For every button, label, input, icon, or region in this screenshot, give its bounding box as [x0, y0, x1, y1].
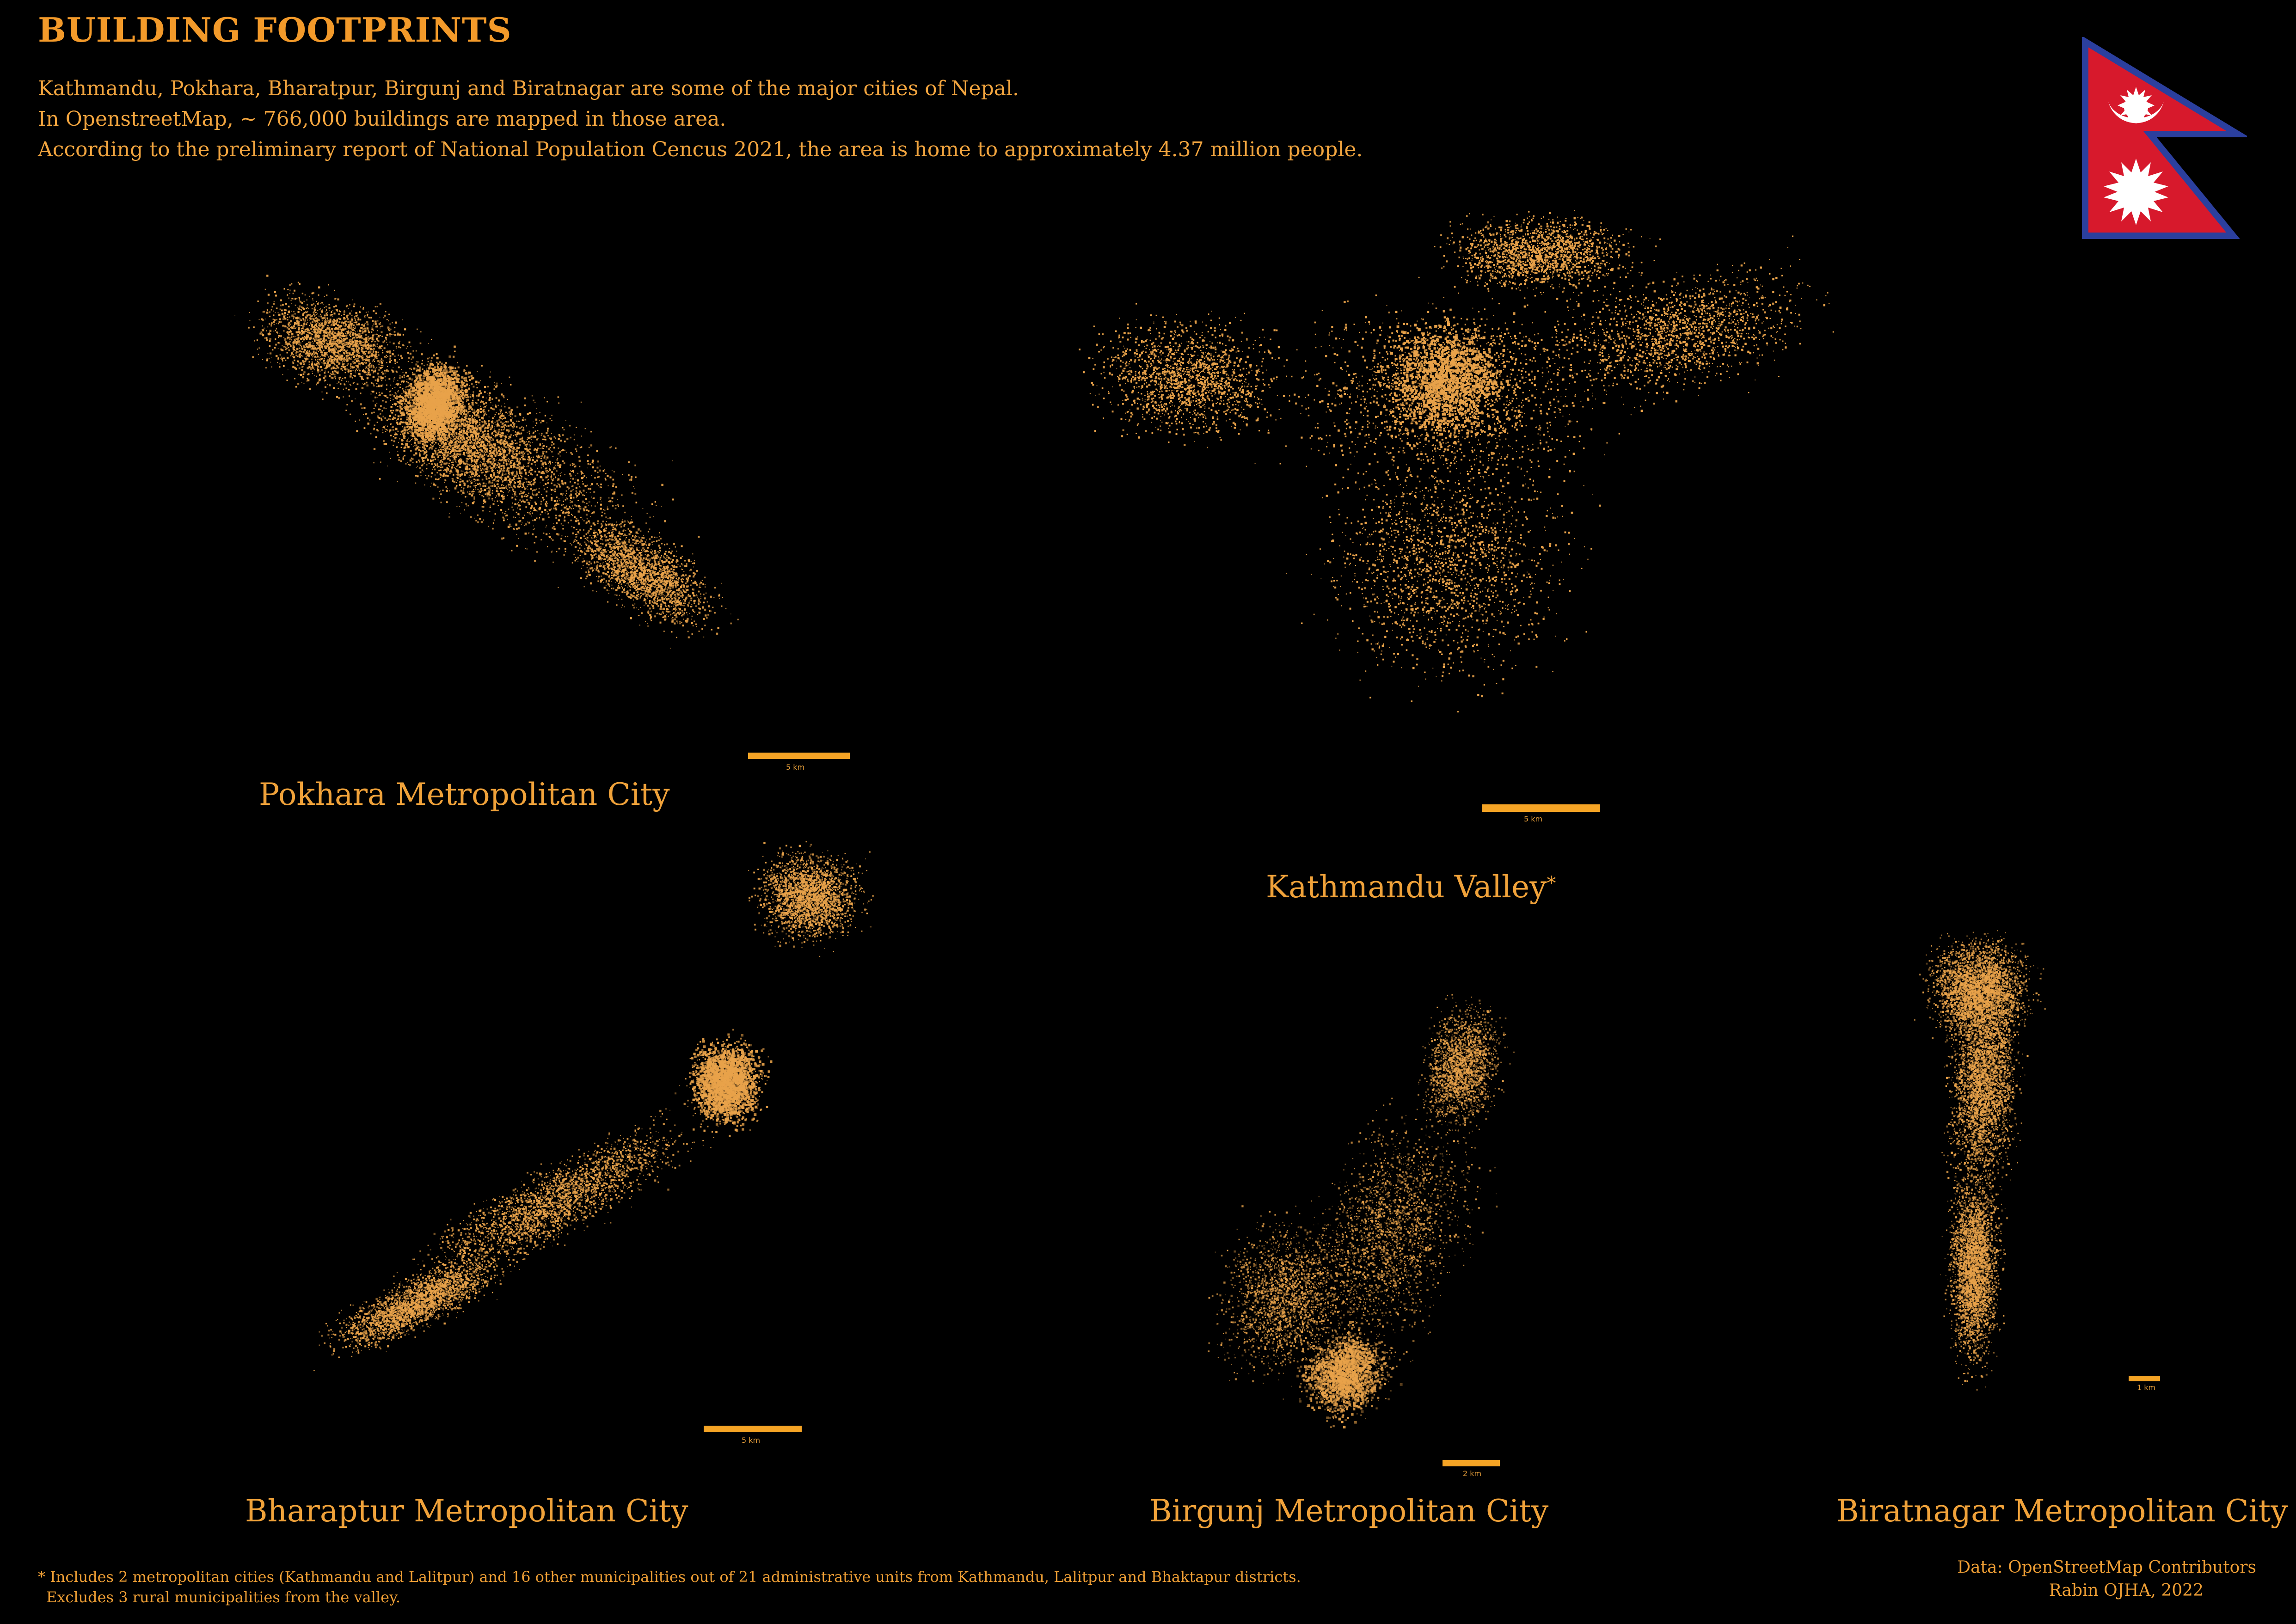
kathmandu-label-asterisk: * — [1547, 873, 1556, 894]
bharatpur-scale-label: 5 km — [742, 1436, 760, 1445]
nepal-flag-icon — [2081, 37, 2247, 240]
bharatpur-footprint-map — [185, 841, 925, 1433]
map-title: BUILDING FOOTPRINTS — [38, 10, 512, 49]
intro-line-1: Kathmandu, Pokhara, Bharatpur, Birgunj a… — [38, 77, 1019, 100]
bharatpur-scale-bar — [704, 1426, 802, 1432]
birgunj-label: Birgunj Metropolitan City — [1149, 1493, 1548, 1529]
footnote-line-2: Excludes 3 rural municipalities from the… — [46, 1588, 400, 1606]
birgunj-scale-bar — [1443, 1460, 1500, 1466]
biratnagar-footprint-map — [1868, 897, 2108, 1479]
author-credit: Rabin OJHA, 2022 — [2049, 1581, 2204, 1600]
kathmandu-scale-bar — [1482, 804, 1600, 812]
kathmandu-label: Kathmandu Valley* — [1266, 869, 1556, 905]
kathmandu-scale-label: 5 km — [1524, 815, 1542, 823]
biratnagar-scale-label: 1 km — [2137, 1383, 2155, 1392]
kathmandu-label-text: Kathmandu Valley — [1266, 869, 1547, 905]
intro-line-2: In OpenstreetMap, ~ 766,000 buildings ar… — [38, 107, 726, 131]
biratnagar-label: Biratnagar Metropolitan City — [1836, 1493, 2288, 1529]
footnote-line-1: * Includes 2 metropolitan cities (Kathma… — [38, 1568, 1301, 1586]
pokhara-scale-label: 5 km — [786, 763, 804, 772]
intro-line-3: According to the preliminary report of N… — [38, 138, 1363, 161]
pokhara-footprint-map — [157, 203, 823, 740]
kathmandu-footprint-map — [1031, 185, 1909, 823]
data-credit: Data: OpenStreetMap Contributors — [1957, 1558, 2256, 1577]
pokhara-label: Pokhara Metropolitan City — [259, 777, 670, 812]
birgunj-footprint-map — [1184, 948, 1600, 1484]
pokhara-scale-bar — [748, 753, 850, 759]
biratnagar-scale-bar — [2129, 1376, 2160, 1381]
bharatpur-label: Bharaptur Metropolitan City — [245, 1493, 688, 1529]
birgunj-scale-label: 2 km — [1463, 1469, 1481, 1478]
